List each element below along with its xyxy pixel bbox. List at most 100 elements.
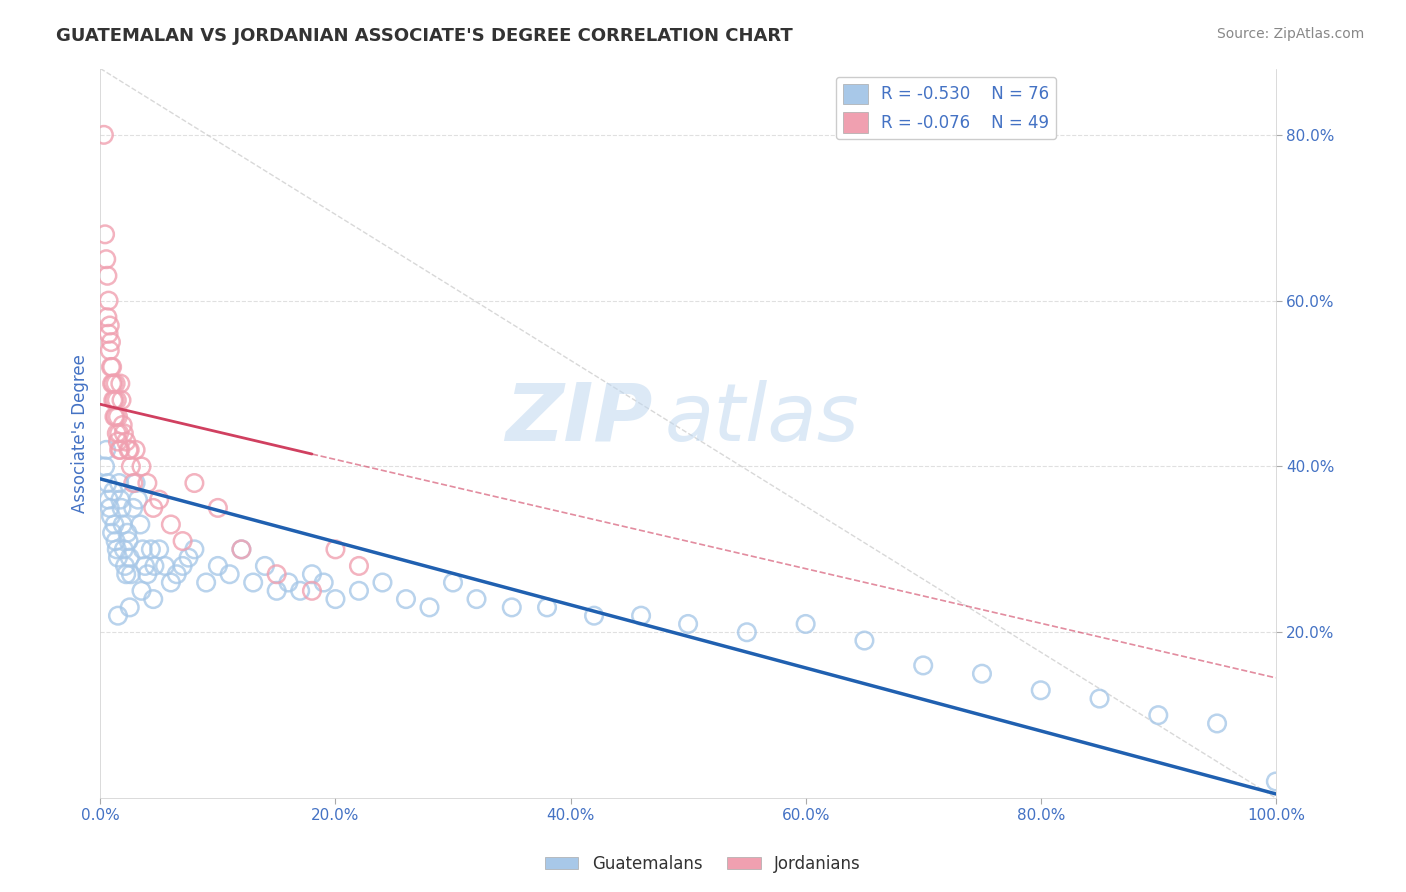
Point <box>183 542 205 557</box>
Point <box>115 567 138 582</box>
Point <box>97 492 120 507</box>
Point <box>183 476 205 491</box>
Point <box>301 567 323 582</box>
Point <box>103 376 125 391</box>
Point <box>108 426 131 441</box>
Point <box>253 558 276 573</box>
Point <box>418 600 440 615</box>
Point <box>131 542 153 557</box>
Point <box>112 426 135 441</box>
Point <box>195 575 218 590</box>
Point <box>117 534 139 549</box>
Point <box>266 583 288 598</box>
Point <box>207 558 229 573</box>
Legend: R = -0.530    N = 76, R = -0.076    N = 49: R = -0.530 N = 76, R = -0.076 N = 49 <box>837 77 1056 139</box>
Point <box>124 476 146 491</box>
Point <box>108 476 131 491</box>
Point <box>118 550 141 565</box>
Point <box>114 558 136 573</box>
Point <box>110 492 132 507</box>
Point <box>104 534 127 549</box>
Point <box>148 542 170 557</box>
Point <box>101 525 124 540</box>
Point <box>118 442 141 457</box>
Point <box>100 335 122 350</box>
Point <box>96 476 118 491</box>
Point <box>97 293 120 308</box>
Point <box>110 500 132 515</box>
Point <box>105 542 128 557</box>
Point <box>100 359 122 374</box>
Point <box>231 542 253 557</box>
Point <box>96 310 118 325</box>
Point <box>177 550 200 565</box>
Point <box>160 575 183 590</box>
Point <box>853 633 876 648</box>
Point <box>96 442 118 457</box>
Text: GUATEMALAN VS JORDANIAN ASSOCIATE'S DEGREE CORRELATION CHART: GUATEMALAN VS JORDANIAN ASSOCIATE'S DEGR… <box>56 27 793 45</box>
Point <box>325 592 347 607</box>
Point <box>166 567 188 582</box>
Point <box>112 542 135 557</box>
Point <box>207 500 229 515</box>
Point <box>301 583 323 598</box>
Point <box>103 409 125 424</box>
Point <box>107 409 129 424</box>
Point <box>127 492 149 507</box>
Point <box>139 542 162 557</box>
Point <box>242 575 264 590</box>
Point <box>94 227 117 242</box>
Point <box>172 534 194 549</box>
Point <box>1147 708 1170 723</box>
Point <box>136 476 159 491</box>
Text: atlas: atlas <box>665 380 859 458</box>
Point <box>104 376 127 391</box>
Point <box>1088 691 1111 706</box>
Point <box>160 517 183 532</box>
Point <box>107 550 129 565</box>
Point <box>266 567 288 582</box>
Point <box>118 600 141 615</box>
Point <box>96 252 118 267</box>
Point <box>312 575 335 590</box>
Point <box>277 575 299 590</box>
Point <box>395 592 418 607</box>
Point <box>103 393 125 408</box>
Point <box>108 442 131 457</box>
Point <box>536 600 558 615</box>
Point <box>111 517 134 532</box>
Point <box>120 567 142 582</box>
Point <box>101 359 124 374</box>
Point <box>117 442 139 457</box>
Point <box>325 542 347 557</box>
Point <box>122 500 145 515</box>
Point <box>103 517 125 532</box>
Point <box>115 434 138 449</box>
Point <box>110 442 132 457</box>
Text: ZIP: ZIP <box>506 380 652 458</box>
Point <box>347 583 370 598</box>
Point <box>98 500 121 515</box>
Point <box>1029 683 1052 698</box>
Point <box>104 409 127 424</box>
Point <box>107 608 129 623</box>
Point <box>107 434 129 449</box>
Point <box>142 592 165 607</box>
Point <box>676 617 699 632</box>
Point <box>97 326 120 341</box>
Point <box>441 575 464 590</box>
Point <box>94 459 117 474</box>
Point <box>794 617 817 632</box>
Point <box>131 459 153 474</box>
Point <box>129 517 152 532</box>
Point <box>103 393 125 408</box>
Point <box>122 476 145 491</box>
Point <box>148 492 170 507</box>
Point <box>153 558 176 573</box>
Point <box>98 318 121 333</box>
Point <box>134 558 156 573</box>
Point <box>131 583 153 598</box>
Point <box>912 658 935 673</box>
Point <box>218 567 240 582</box>
Point <box>103 484 125 499</box>
